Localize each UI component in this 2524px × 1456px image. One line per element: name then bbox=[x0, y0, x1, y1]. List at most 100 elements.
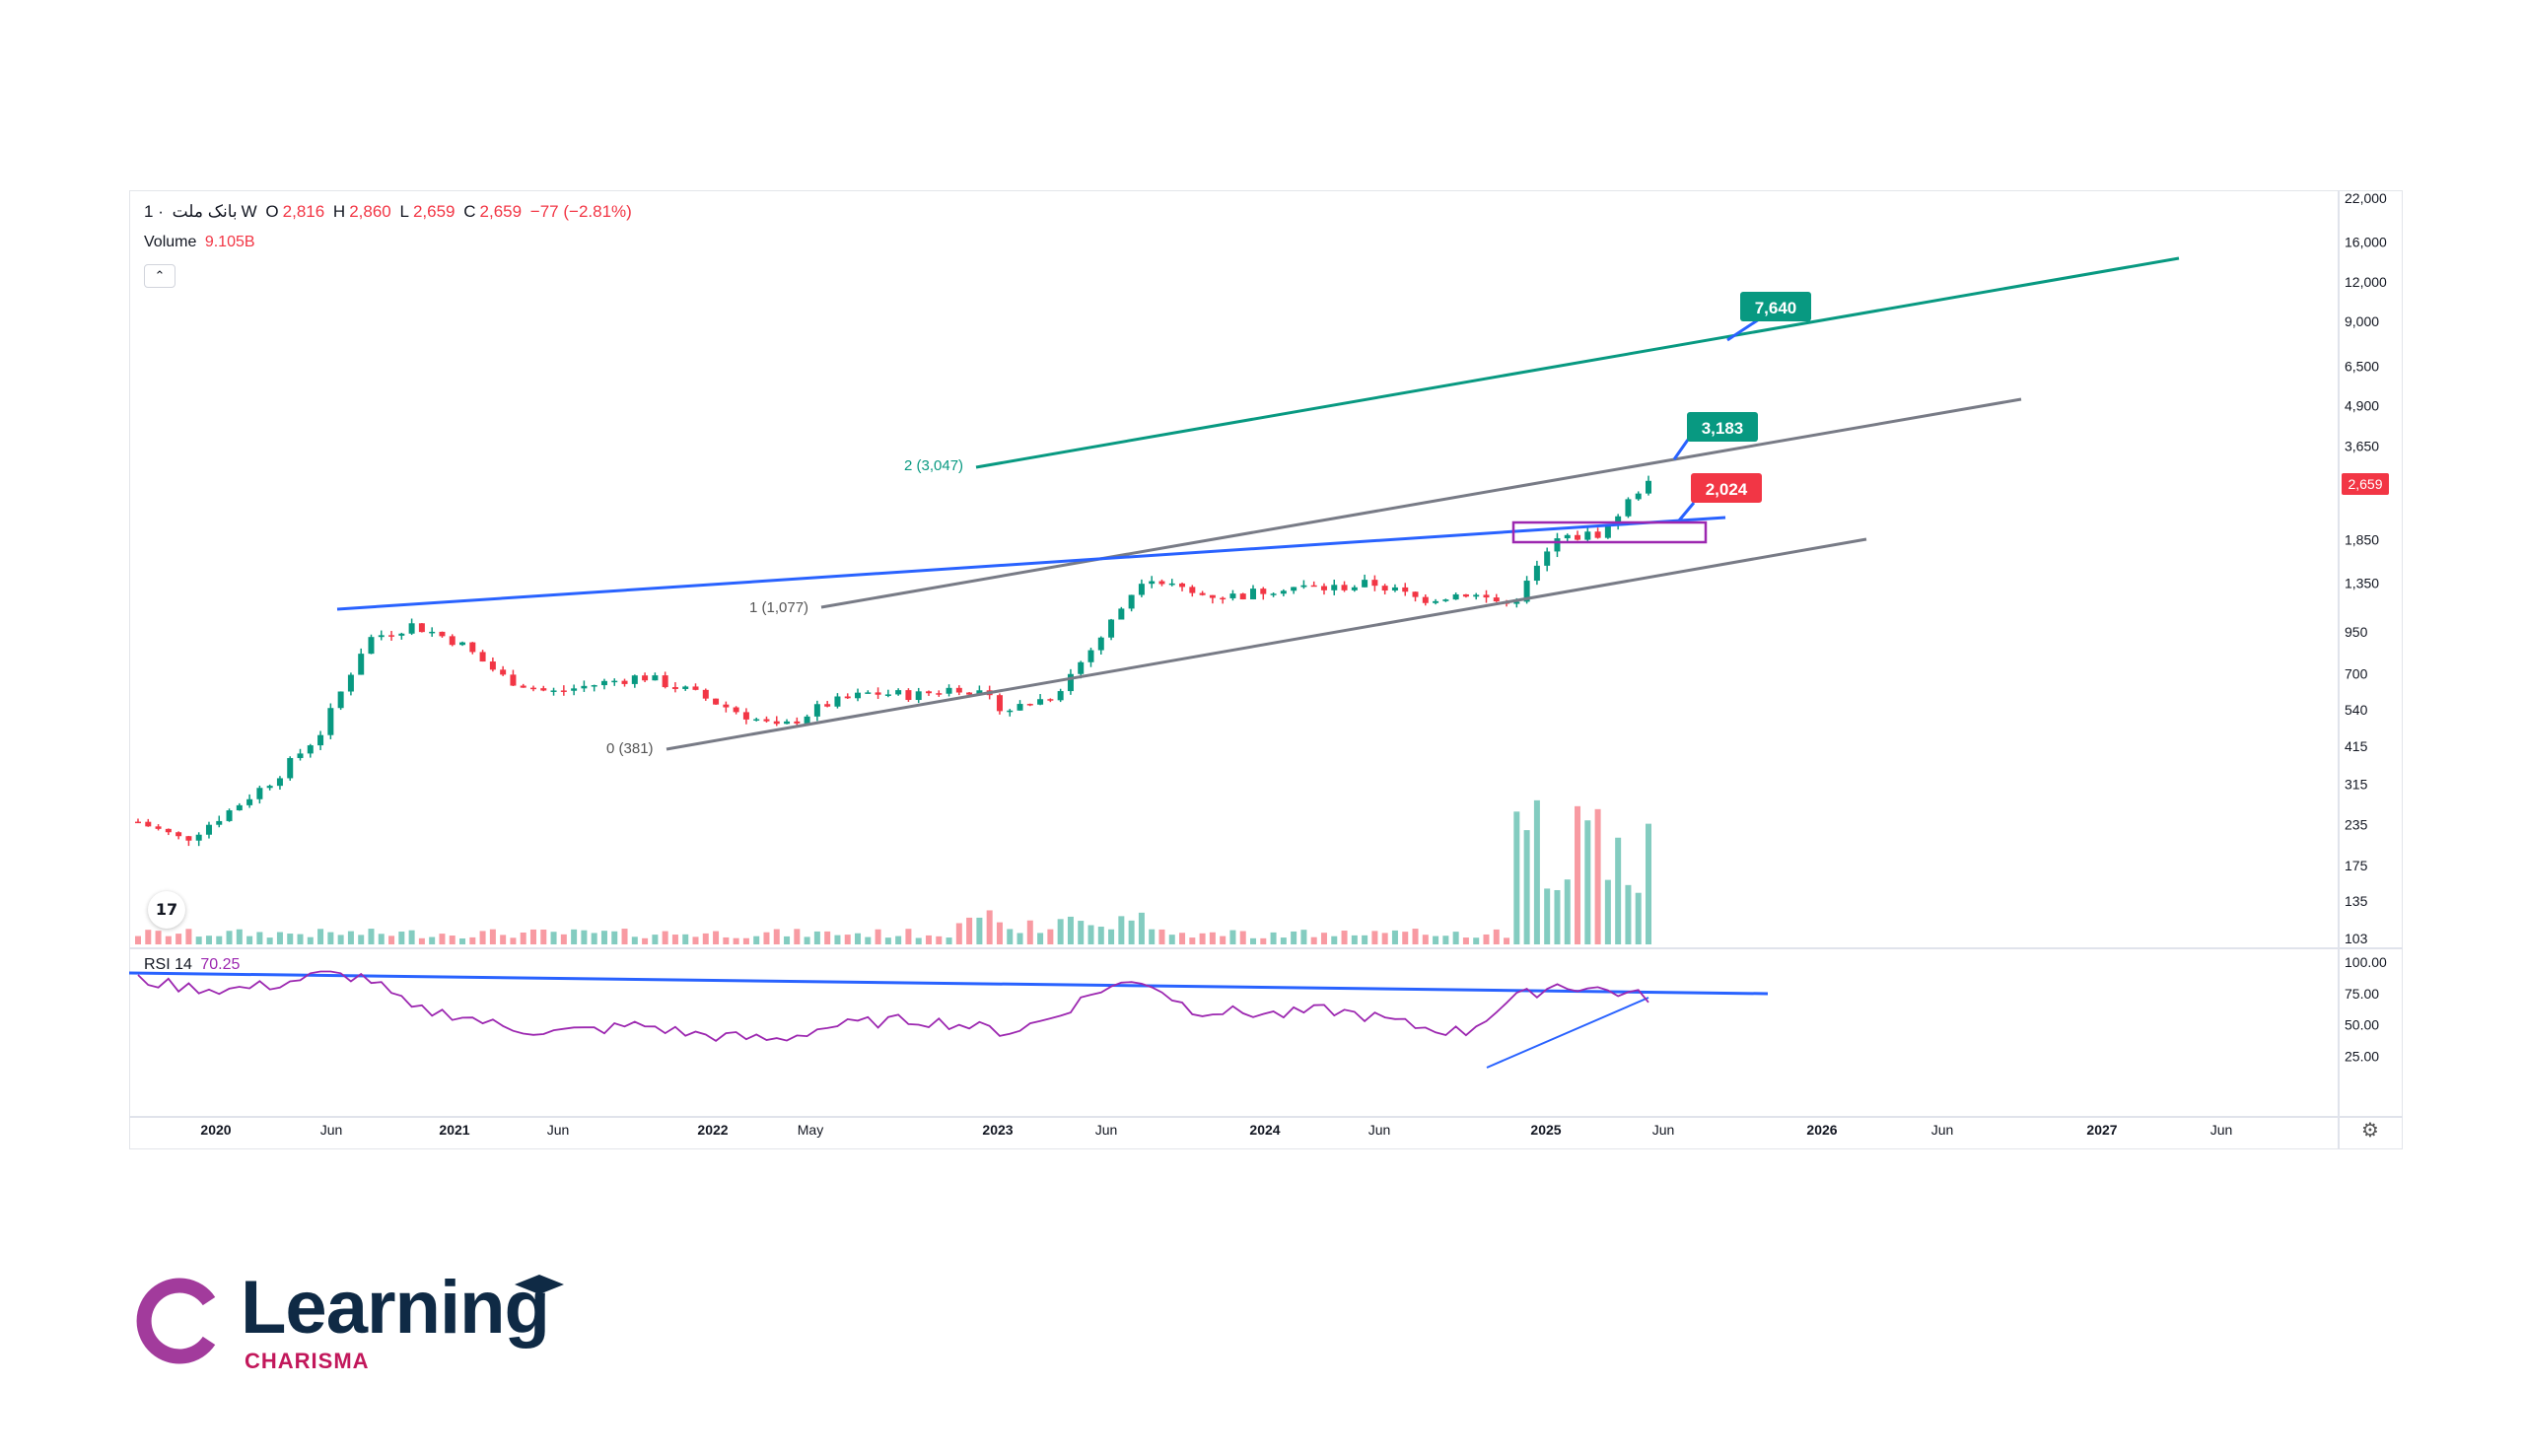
collapse-legend-button[interactable]: ⌃ bbox=[144, 264, 175, 288]
channel-lower-line[interactable] bbox=[666, 537, 1867, 751]
time-tick-label: 2020 bbox=[200, 1122, 231, 1138]
rsi-axis[interactable]: 100.00 75.00 50.00 25.00 bbox=[2345, 954, 2387, 1064]
volume-bar bbox=[1594, 808, 1601, 944]
volume-bar bbox=[1168, 935, 1175, 944]
close-key: C bbox=[463, 202, 476, 221]
candle-body bbox=[671, 687, 678, 689]
gear-icon[interactable]: ⚙ bbox=[2361, 1118, 2379, 1142]
fib-label-2: 2 (3,047) bbox=[904, 457, 963, 474]
candle-body bbox=[1239, 593, 1246, 600]
volume-bar bbox=[1108, 929, 1115, 944]
rsi-resistance-line[interactable] bbox=[128, 971, 1769, 996]
volume-bar bbox=[591, 933, 597, 944]
candle-body bbox=[723, 704, 730, 708]
candle-body bbox=[824, 704, 831, 707]
candle-body bbox=[378, 635, 385, 638]
volume-bar bbox=[682, 934, 689, 944]
candle-body bbox=[1362, 580, 1368, 588]
candle-body bbox=[1646, 480, 1651, 494]
candle-body bbox=[500, 669, 507, 675]
rsi-support-line[interactable] bbox=[1486, 997, 1649, 1069]
candle-body bbox=[753, 719, 760, 722]
candle-body bbox=[297, 753, 304, 758]
volume-bar bbox=[702, 933, 709, 944]
fib-label-0: 0 (381) bbox=[606, 740, 654, 757]
time-tick-label: Jun bbox=[1931, 1122, 1954, 1138]
candle-body bbox=[459, 642, 466, 646]
volume-bar bbox=[631, 936, 638, 944]
high-value: 2,860 bbox=[349, 202, 391, 221]
price-tick-label: 22,000 bbox=[2345, 190, 2387, 206]
candle-body bbox=[1523, 581, 1530, 602]
volume-bar bbox=[398, 932, 405, 944]
candle-body bbox=[1433, 600, 1439, 603]
volume-bar bbox=[834, 935, 841, 944]
channel-upper-line[interactable] bbox=[820, 397, 2022, 609]
rsi-tick-label: 50.00 bbox=[2345, 1017, 2379, 1033]
legend-separator: · bbox=[158, 202, 164, 221]
candle-body bbox=[1026, 704, 1033, 706]
candle-body bbox=[611, 680, 618, 683]
price-tick-label: 175 bbox=[2345, 858, 2368, 873]
callout-pointer-2024 bbox=[1677, 502, 1696, 521]
price-axis[interactable]: 22,000 16,000 12,000 9,000 6,500 4,900 3,650 1,… bbox=[2345, 190, 2387, 946]
volume-bar bbox=[1229, 930, 1236, 944]
tradingview-logo-icon[interactable]: 17 bbox=[148, 891, 185, 929]
volume-bar bbox=[784, 936, 791, 944]
price-tick-label: 6,500 bbox=[2345, 359, 2379, 375]
candle-body bbox=[966, 692, 973, 695]
volume-bar bbox=[1371, 931, 1378, 944]
candle-body bbox=[1199, 592, 1206, 595]
candle-body bbox=[925, 691, 932, 694]
target-line-7640[interactable] bbox=[975, 256, 2180, 469]
volume-bar bbox=[925, 935, 932, 944]
volume-bars bbox=[135, 799, 1651, 944]
volume-bar bbox=[1138, 912, 1145, 944]
target-badge-2024[interactable] bbox=[1691, 473, 1762, 503]
time-tick-label: Jun bbox=[1368, 1122, 1391, 1138]
volume-bar bbox=[1300, 930, 1307, 944]
time-axis[interactable]: 2020 Jun 2021 Jun 2022 May 2023 Jun 2024 Jun 2025 J… bbox=[200, 1122, 2232, 1138]
volume-bar bbox=[986, 910, 993, 944]
time-tick-label: Jun bbox=[547, 1122, 570, 1138]
candle-body bbox=[175, 832, 182, 837]
candle-body bbox=[1544, 551, 1551, 566]
volume-bar bbox=[378, 934, 385, 944]
volume-bar bbox=[246, 936, 253, 944]
volume-legend[interactable]: Volume 9.105B bbox=[144, 234, 259, 251]
volume-bar bbox=[915, 937, 922, 944]
candle-body bbox=[1128, 594, 1135, 609]
candle-body bbox=[1097, 637, 1104, 651]
volume-bar bbox=[1320, 933, 1327, 944]
rsi-legend[interactable]: RSI 14 70.25 bbox=[144, 956, 244, 974]
candle-body bbox=[1462, 593, 1469, 597]
low-key: L bbox=[399, 202, 409, 221]
volume-bar bbox=[895, 936, 902, 944]
volume-bar bbox=[1179, 933, 1186, 944]
candle-body bbox=[1291, 587, 1297, 591]
target-badge-3183[interactable] bbox=[1687, 412, 1758, 442]
candle-body bbox=[1280, 590, 1287, 594]
blue-trendline[interactable] bbox=[336, 516, 1726, 611]
volume-bar bbox=[327, 932, 334, 944]
candle-body bbox=[875, 692, 881, 695]
candle-body bbox=[773, 721, 780, 725]
volume-bar bbox=[600, 931, 607, 944]
volume-bar bbox=[733, 937, 739, 944]
volume-bar bbox=[955, 923, 962, 944]
target-badge-7640[interactable] bbox=[1740, 292, 1811, 321]
volume-bar bbox=[1402, 932, 1409, 944]
consolidation-box[interactable] bbox=[1511, 520, 1708, 544]
candle-body bbox=[1594, 531, 1601, 538]
candle-body bbox=[1493, 597, 1500, 602]
volume-bar bbox=[1362, 935, 1368, 944]
volume-bar bbox=[1067, 916, 1074, 944]
symbol-legend[interactable]: بانک ملت · 1W O 2,816 H 2,860 L 2,659 C 2,65… bbox=[144, 202, 636, 222]
volume-bar bbox=[500, 935, 507, 944]
volume-bar bbox=[652, 935, 659, 944]
volume-bar bbox=[1504, 937, 1510, 944]
candle-body bbox=[155, 826, 162, 829]
price-tick-label: 12,000 bbox=[2345, 274, 2387, 290]
candle-body bbox=[621, 680, 628, 684]
